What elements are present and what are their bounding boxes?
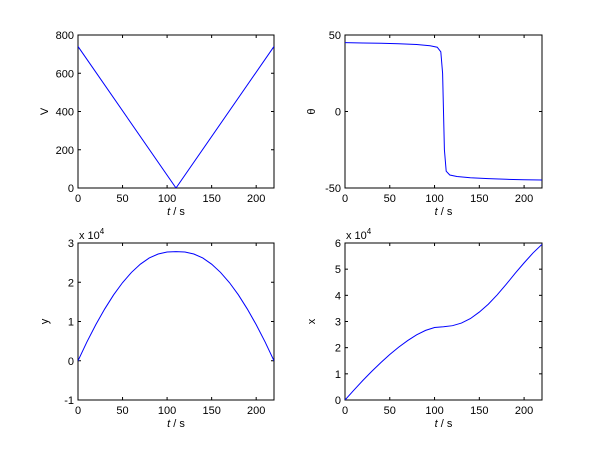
y-axis-label: x — [306, 318, 318, 324]
x-axis-variable: t — [435, 418, 439, 430]
axis-exponent-label: x 104 — [346, 227, 372, 242]
x-tick-label: 100 — [425, 405, 443, 417]
y-tick-label: 800 — [56, 30, 74, 42]
x-tick-label: 150 — [202, 193, 220, 205]
y-tick-label: 50 — [329, 30, 341, 42]
x-axis-variable: t — [435, 206, 439, 218]
x-axis-variable: t — [167, 418, 171, 430]
y-tick-label: 0 — [335, 395, 341, 407]
y-tick-label: -1 — [64, 395, 74, 407]
y-axis-label: V — [39, 107, 51, 115]
x-axis-label: t / s — [167, 418, 185, 430]
axes-frame — [77, 242, 275, 401]
x-tick-label: 50 — [384, 193, 396, 205]
y-tick-label: 400 — [56, 107, 74, 119]
y-axis-label: θ — [306, 108, 318, 114]
x-tick-label: 100 — [425, 193, 443, 205]
x-tick-label: 0 — [75, 193, 81, 205]
x-tick-label: 200 — [247, 405, 265, 417]
y-tick-label: 1 — [335, 369, 341, 381]
y-tick-label: 3 — [335, 317, 341, 329]
series-line — [78, 251, 274, 361]
x-axis-unit: / s — [170, 206, 185, 218]
x-tick-label: 100 — [158, 405, 176, 417]
series-line — [78, 46, 274, 188]
x-tick-label: 150 — [470, 193, 488, 205]
x-tick-label: 50 — [116, 193, 128, 205]
x-axis-unit: / s — [438, 206, 453, 218]
x-tick-label: 50 — [116, 405, 128, 417]
x-axis-label: t / s — [167, 206, 185, 218]
y-tick-label: 600 — [56, 68, 74, 80]
x-axis-label: t / s — [435, 418, 453, 430]
y-tick-label: 0 — [68, 356, 74, 368]
x-axis-unit: / s — [438, 418, 453, 430]
series-line — [345, 42, 542, 181]
y-tick-label: 1 — [68, 317, 74, 329]
y-tick-label: 3 — [68, 238, 74, 250]
y-tick-label: 4 — [335, 290, 341, 302]
series-line — [345, 243, 542, 400]
y-tick-label: 5 — [335, 264, 341, 276]
y-tick-label: 200 — [56, 145, 74, 157]
exponent-base: x 10 — [346, 230, 367, 242]
y-tick-label: 6 — [335, 238, 341, 250]
exponent-power: 4 — [100, 227, 105, 236]
x-tick-label: 100 — [158, 193, 176, 205]
x-axis-variable: t — [167, 206, 171, 218]
x-tick-label: 0 — [342, 405, 348, 417]
axis-exponent-label: x 104 — [79, 227, 105, 242]
x-tick-label: 150 — [470, 405, 488, 417]
exponent-base: x 10 — [79, 230, 100, 242]
y-tick-label: 0 — [68, 183, 74, 195]
x-axis-label: t / s — [435, 206, 453, 218]
y-tick-label: 0 — [335, 107, 341, 119]
x-tick-label: 200 — [515, 193, 533, 205]
x-tick-label: 0 — [75, 405, 81, 417]
axes-frame — [77, 34, 275, 189]
subplot-top-left: 0 50 100 150 200 0 200 400 600 800 t / s V — [39, 30, 275, 218]
x-axis-unit: / s — [170, 418, 185, 430]
x-tick-label: 0 — [342, 193, 348, 205]
axes-frame — [344, 242, 543, 401]
x-tick-label: 200 — [515, 405, 533, 417]
y-tick-label: -50 — [325, 183, 341, 195]
x-tick-label: 200 — [247, 193, 265, 205]
y-tick-label: 2 — [335, 343, 341, 355]
y-tick-label: 2 — [68, 277, 74, 289]
x-tick-label: 50 — [384, 405, 396, 417]
exponent-power: 4 — [367, 227, 372, 236]
y-axis-label: y — [39, 318, 51, 324]
x-tick-label: 150 — [202, 405, 220, 417]
